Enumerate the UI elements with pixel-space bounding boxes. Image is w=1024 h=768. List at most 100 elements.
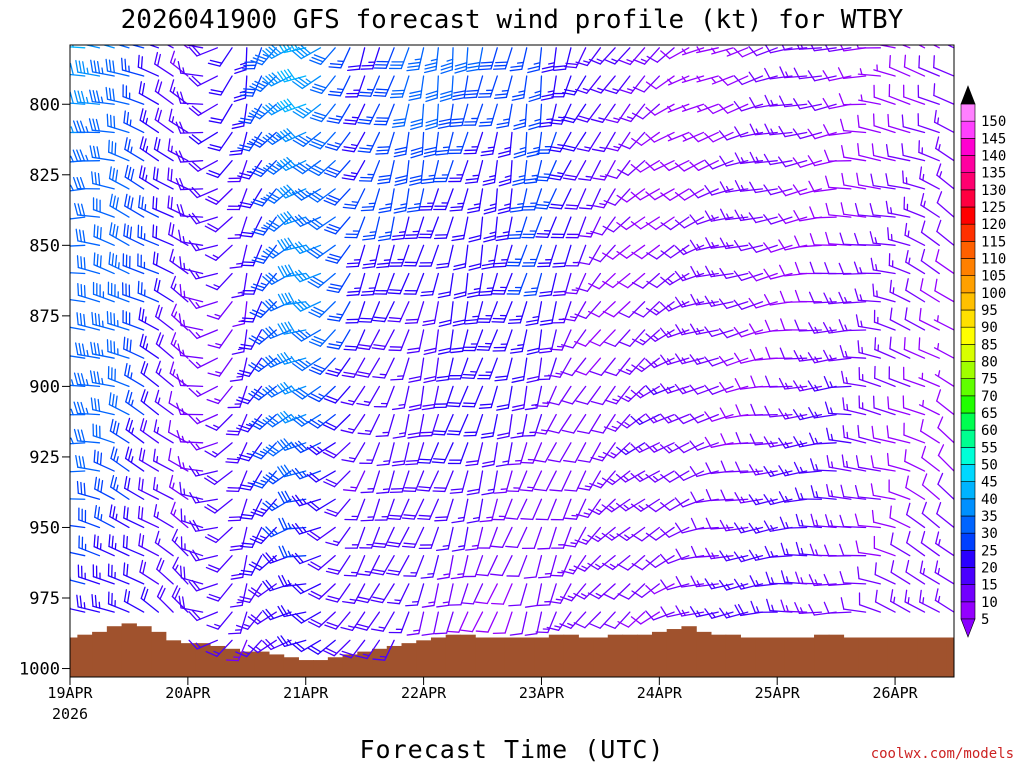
wind-barb <box>386 555 410 576</box>
barb-full <box>288 292 295 305</box>
wind-barb <box>262 45 292 59</box>
barb-half <box>157 538 161 546</box>
wind-barb <box>633 47 660 65</box>
barb-half <box>638 475 644 481</box>
wind-barb <box>587 301 616 318</box>
barb-half <box>195 469 200 476</box>
barb-half <box>531 287 539 290</box>
barb-full <box>690 517 697 530</box>
barb-full <box>483 206 497 212</box>
barb-full <box>176 373 182 387</box>
barb-full <box>280 70 289 82</box>
barb-full <box>810 485 815 498</box>
barb-full <box>496 435 510 440</box>
barb-full <box>689 214 699 225</box>
barb-full <box>838 319 845 332</box>
wind-barb <box>375 413 395 438</box>
barb-full <box>262 250 274 259</box>
barb-full <box>719 579 728 591</box>
wind-barb <box>858 592 881 613</box>
barb-full <box>466 89 480 92</box>
barb-staff <box>740 103 764 112</box>
wind-barb <box>74 202 101 218</box>
barb-full <box>645 413 655 424</box>
barb-full <box>109 193 113 207</box>
barb-staff <box>755 272 778 282</box>
barb-full <box>233 97 247 102</box>
barb-half <box>131 427 135 435</box>
barb-half <box>195 302 201 308</box>
barb-full <box>153 504 158 517</box>
wind-barb <box>91 593 115 613</box>
barb-full <box>277 266 285 278</box>
wind-barb <box>423 329 439 356</box>
barb-half <box>653 308 660 314</box>
barb-full <box>559 623 572 629</box>
barb-full <box>421 178 435 181</box>
barb-full <box>284 264 292 277</box>
barb-half <box>568 568 576 572</box>
barb-half <box>859 68 863 76</box>
wind-barb <box>660 579 690 591</box>
barb-half <box>182 462 185 470</box>
wind-barb <box>408 357 425 383</box>
barb-full <box>423 153 437 158</box>
barb-full <box>539 322 553 326</box>
barb-full <box>807 100 816 111</box>
barb-full <box>297 359 309 368</box>
barb-full <box>207 146 221 152</box>
barb-staff <box>584 611 602 629</box>
barb-full <box>152 448 156 462</box>
barb-full <box>70 62 74 76</box>
barb-full <box>80 283 83 297</box>
barb-full <box>306 473 317 483</box>
wind-barb <box>858 94 881 105</box>
barb-full <box>565 204 579 207</box>
barb-full <box>645 584 656 595</box>
barb-staff <box>754 413 778 416</box>
barb-half <box>305 190 312 196</box>
wind-barb <box>449 470 469 494</box>
barb-full <box>265 165 277 173</box>
barb-full <box>527 65 541 70</box>
barb-full <box>573 565 586 572</box>
barb-full <box>167 167 170 181</box>
wind-barb <box>476 329 498 351</box>
barb-full <box>780 599 786 612</box>
barb-full <box>549 206 562 210</box>
barb-full <box>808 432 815 445</box>
barb-full <box>689 606 698 618</box>
wind-barb <box>77 564 101 585</box>
barb-full <box>452 234 465 238</box>
barb-full <box>295 108 307 117</box>
barb-full <box>143 363 149 376</box>
wind-barb <box>291 188 322 201</box>
barb-full <box>524 178 538 181</box>
barb-full <box>324 146 338 151</box>
wind-barb <box>373 75 395 97</box>
barb-full <box>809 206 815 219</box>
barb-half <box>457 516 465 519</box>
wind-barb <box>262 442 292 457</box>
surface-column <box>430 637 447 677</box>
barb-full <box>248 422 261 430</box>
barb-full <box>129 339 132 353</box>
barb-half <box>362 653 370 657</box>
barb-full <box>733 326 743 338</box>
barb-staff <box>641 526 660 542</box>
barb-full <box>312 86 325 92</box>
barb-half <box>627 88 634 92</box>
surface-terrain <box>70 623 954 677</box>
barb-full <box>563 459 576 463</box>
barb-full <box>268 162 280 171</box>
wind-barb <box>175 177 204 191</box>
barb-full <box>360 519 374 522</box>
wind-barb <box>448 583 469 606</box>
barb-full <box>563 144 577 149</box>
barb-half <box>844 296 848 304</box>
barb-full <box>423 351 437 356</box>
barb-full <box>277 71 286 83</box>
barb-staff <box>558 385 572 406</box>
barb-full <box>171 223 175 237</box>
